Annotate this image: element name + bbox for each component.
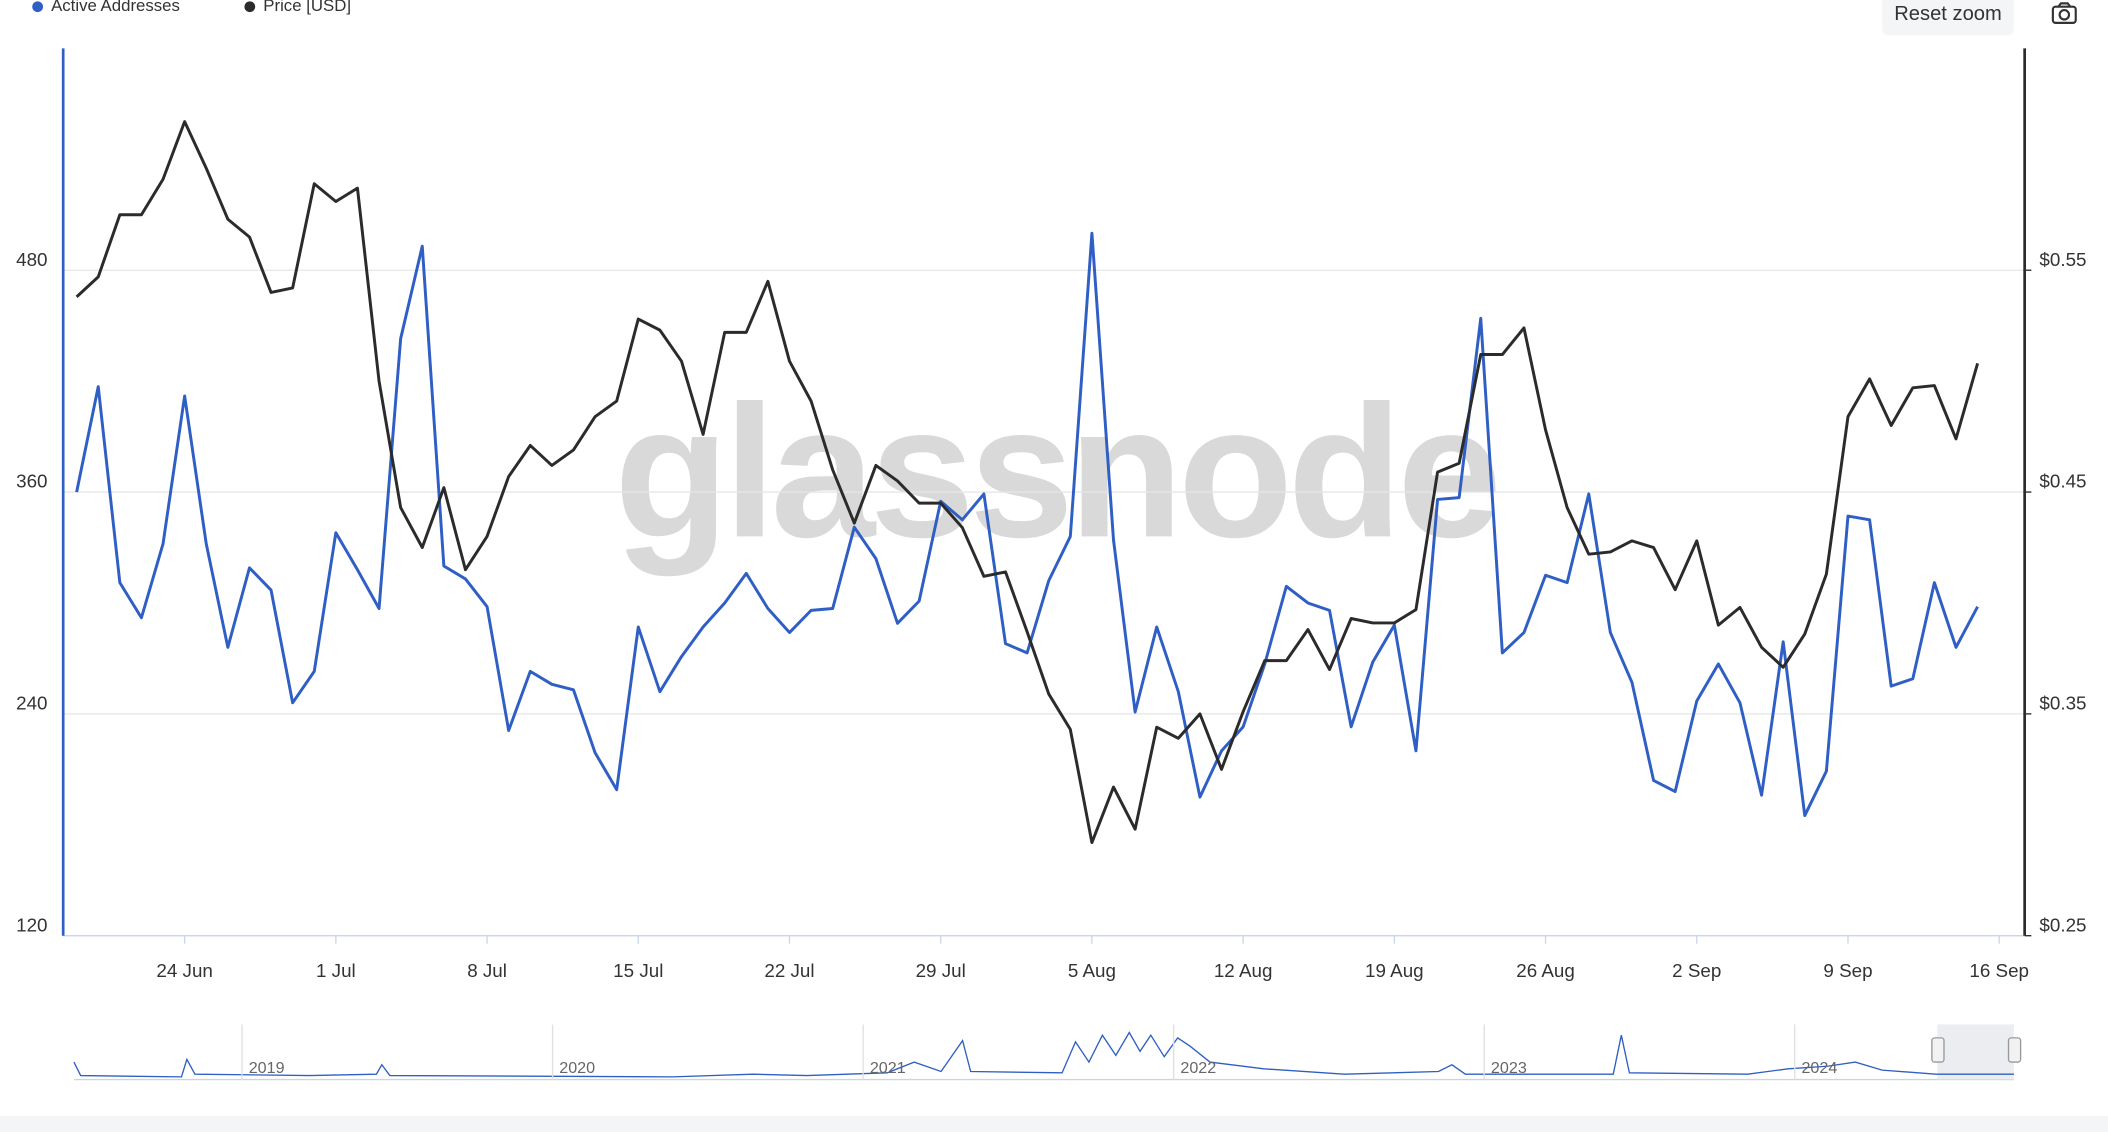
x-tick-label: 16 Sep	[1969, 960, 2029, 981]
x-tick-label: 1 Jul	[316, 960, 356, 981]
watermark: glassnode	[614, 366, 1496, 576]
navigator-label: 2023	[1491, 1059, 1527, 1077]
y-tick-label: 480	[16, 249, 47, 270]
x-tick-label: 29 Jul	[916, 960, 966, 981]
y2-tick-label: $0.35	[2039, 692, 2086, 713]
x-tick-label: 24 Jun	[156, 960, 212, 981]
navigator	[73, 1024, 2022, 1081]
camera-body[interactable]	[2051, 5, 2077, 24]
camera-lens[interactable]	[2058, 9, 2071, 21]
x-tick-label: 19 Aug	[1365, 960, 1424, 981]
navigator-label: 2021	[870, 1059, 906, 1077]
x-tick-label: 12 Aug	[1214, 960, 1273, 981]
y-tick-label: 240	[16, 692, 47, 713]
navigator-handle[interactable]	[2007, 1037, 2022, 1063]
reset-zoom-button[interactable]: Reset zoom	[1882, 0, 2014, 35]
x-tick-label: 9 Sep	[1823, 960, 1872, 981]
y2-tick-label: $0.25	[2039, 914, 2086, 935]
y-tick-label: 120	[16, 914, 47, 935]
footer-band	[0, 1115, 2108, 1132]
navigator-label: 2020	[559, 1059, 595, 1077]
y2-tick-label: $0.45	[2039, 471, 2086, 492]
y-tick-label: 360	[16, 471, 47, 492]
camera-top[interactable]	[2057, 2, 2072, 8]
x-tick-label: 8 Jul	[467, 960, 507, 981]
x-tick-label: 5 Aug	[1068, 960, 1116, 981]
legend-label: Active Addresses	[51, 0, 180, 15]
y2-tick-label: $0.55	[2039, 249, 2086, 270]
camera-icon[interactable]	[2051, 2, 2077, 24]
navigator-selection[interactable]	[1937, 1024, 2014, 1080]
reset-zoom-bg[interactable]	[1882, 0, 2014, 35]
legend-label: Price [USD]	[263, 0, 351, 15]
x-tick-label: 2 Sep	[1672, 960, 1721, 981]
x-tick-label: 26 Aug	[1516, 960, 1575, 981]
navigator-handle[interactable]	[1931, 1037, 1945, 1063]
navigator-label: 2024	[1801, 1059, 1837, 1077]
navigator-line	[73, 1031, 2014, 1078]
legend-marker	[244, 1, 256, 13]
legend-marker	[32, 1, 44, 13]
x-tick-label: 22 Jul	[764, 960, 814, 981]
reset-zoom-label[interactable]: Reset zoom	[1894, 3, 2002, 25]
x-tick-label: 15 Jul	[613, 960, 663, 981]
series-line	[75, 231, 1979, 818]
series-line	[75, 120, 1980, 845]
navigator-label: 2019	[249, 1059, 285, 1077]
navigator-label: 2022	[1180, 1059, 1216, 1077]
